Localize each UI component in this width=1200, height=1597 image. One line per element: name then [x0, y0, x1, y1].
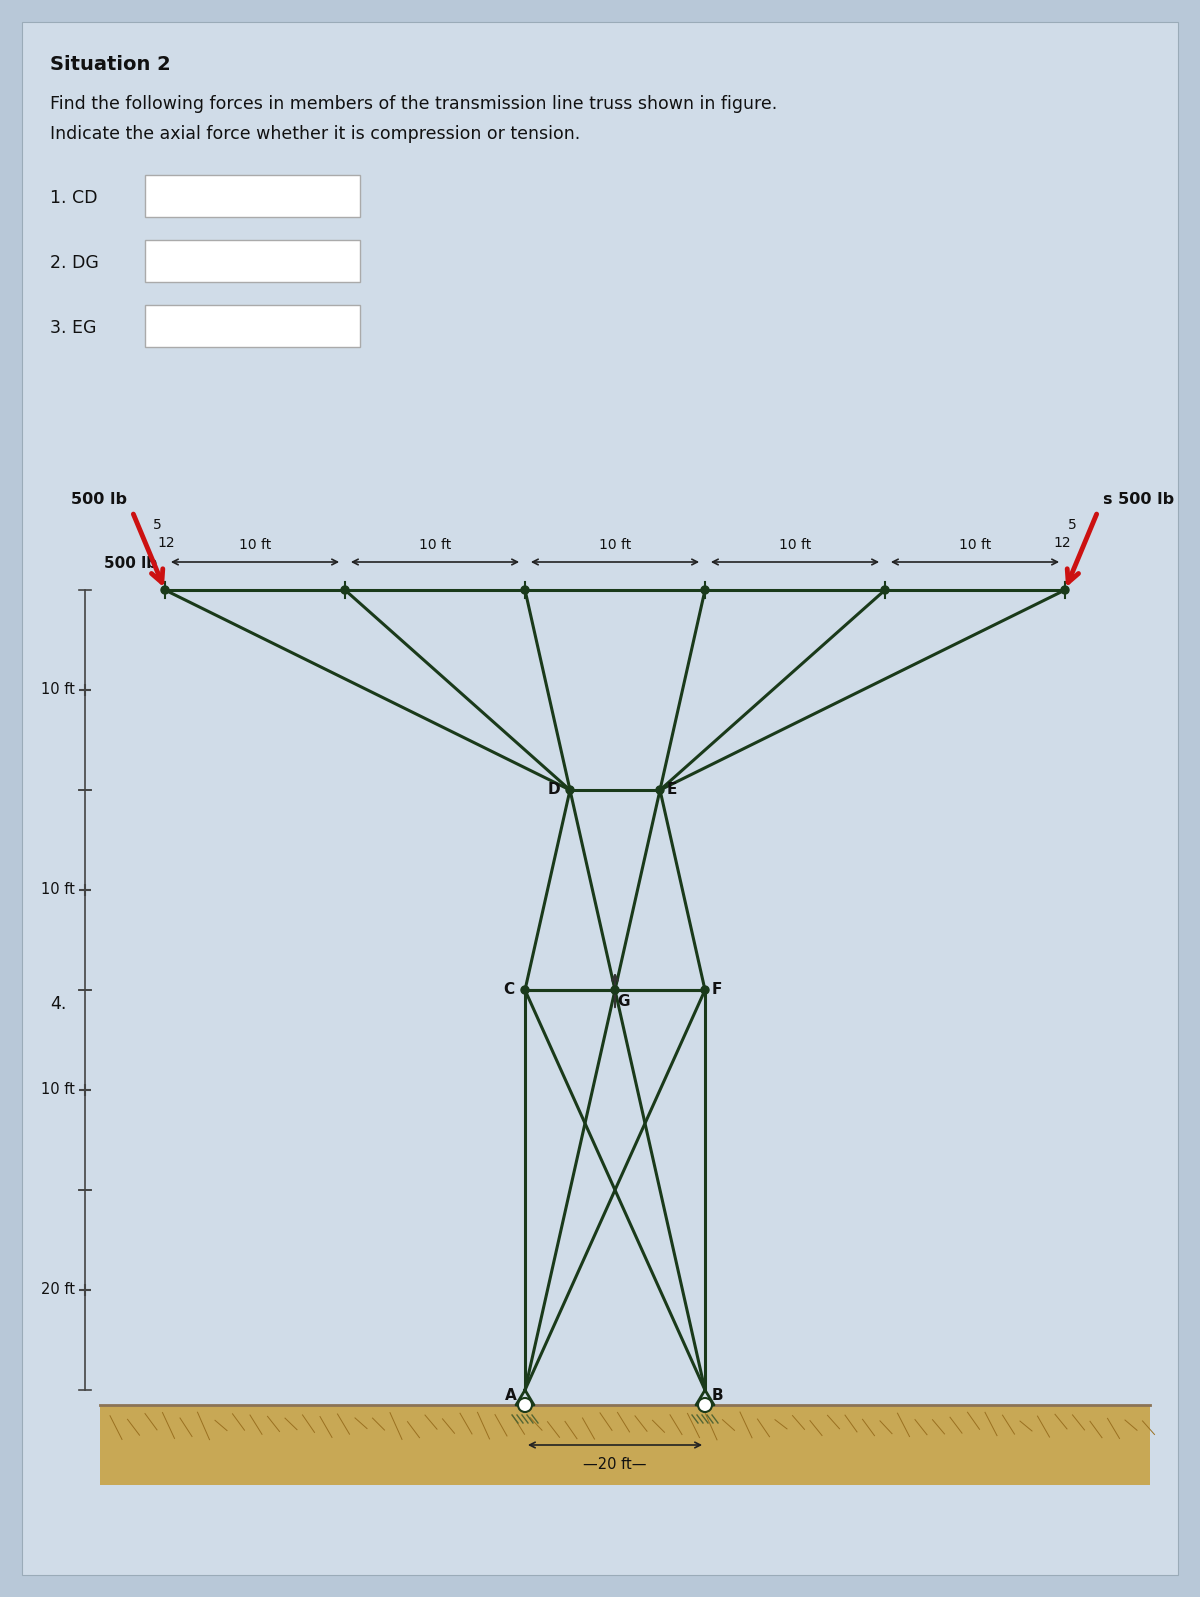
- Text: 3. EG: 3. EG: [50, 319, 96, 337]
- Text: 1. CD: 1. CD: [50, 188, 97, 208]
- Text: Indicate the axial force whether it is compression or tension.: Indicate the axial force whether it is c…: [50, 125, 581, 144]
- Text: 10 ft: 10 ft: [779, 538, 811, 553]
- Bar: [100, 1405, 1150, 1485]
- Circle shape: [341, 586, 349, 594]
- Text: 10 ft: 10 ft: [419, 538, 451, 553]
- Text: B: B: [712, 1388, 722, 1402]
- Text: 12: 12: [157, 537, 175, 549]
- Bar: [145, 240, 360, 283]
- Text: 5: 5: [154, 517, 162, 532]
- Text: 2. DG: 2. DG: [50, 254, 98, 271]
- Circle shape: [521, 985, 529, 993]
- Text: 12: 12: [1052, 537, 1070, 549]
- Text: 4.: 4.: [50, 995, 66, 1012]
- Circle shape: [566, 786, 574, 794]
- Text: D: D: [547, 783, 560, 797]
- Text: 500 lb: 500 lb: [104, 556, 157, 572]
- Text: F: F: [712, 982, 722, 998]
- Text: Situation 2: Situation 2: [50, 54, 170, 73]
- Text: 10 ft: 10 ft: [41, 682, 74, 698]
- Bar: [145, 305, 360, 347]
- Text: E: E: [667, 783, 677, 797]
- Text: G: G: [617, 995, 629, 1009]
- Text: 10 ft: 10 ft: [41, 883, 74, 898]
- Circle shape: [161, 586, 169, 594]
- Text: Find the following forces in members of the transmission line truss shown in fig: Find the following forces in members of …: [50, 94, 778, 113]
- Circle shape: [611, 985, 619, 993]
- Circle shape: [881, 586, 889, 594]
- Circle shape: [698, 1397, 712, 1412]
- Text: 10 ft: 10 ft: [599, 538, 631, 553]
- Circle shape: [701, 586, 709, 594]
- Circle shape: [521, 586, 529, 594]
- Text: 20 ft: 20 ft: [41, 1282, 74, 1297]
- Text: 10 ft: 10 ft: [41, 1083, 74, 1097]
- Text: 500 lb: 500 lb: [71, 492, 127, 506]
- Text: C: C: [504, 982, 515, 998]
- Bar: [145, 176, 360, 217]
- Text: s 500 lb: s 500 lb: [1103, 492, 1174, 506]
- Text: 10 ft: 10 ft: [959, 538, 991, 553]
- Text: —20 ft—: —20 ft—: [583, 1456, 647, 1472]
- Circle shape: [1061, 586, 1069, 594]
- Text: A: A: [505, 1388, 517, 1402]
- Text: 10 ft: 10 ft: [239, 538, 271, 553]
- Circle shape: [656, 786, 664, 794]
- Circle shape: [701, 985, 709, 993]
- Circle shape: [518, 1397, 532, 1412]
- Text: 5: 5: [1068, 517, 1076, 532]
